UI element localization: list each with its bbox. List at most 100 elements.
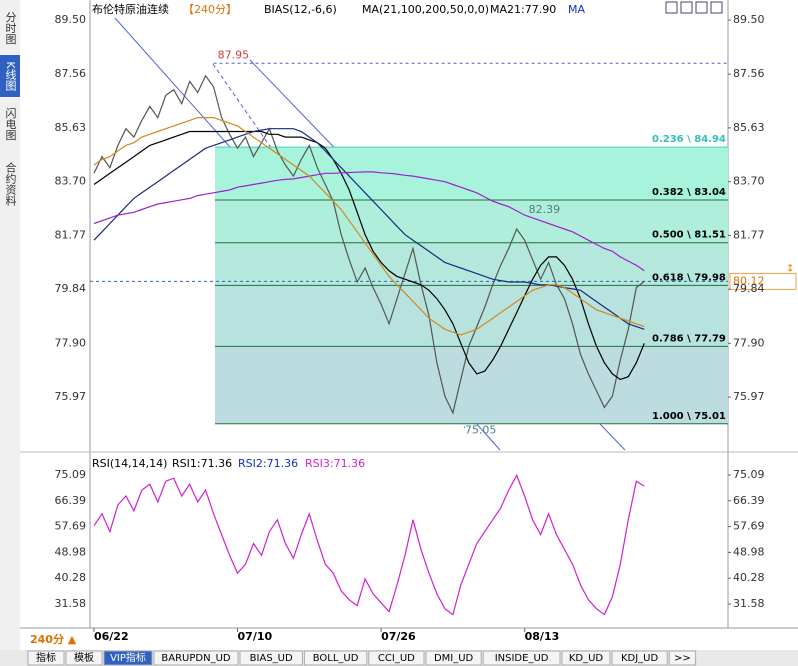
tool-icon[interactable] — [665, 1, 678, 14]
y-tick-label: 75.09 — [55, 468, 87, 481]
y-tick-label: 66.39 — [55, 494, 87, 507]
fib-label: 0.382 \ 83.04 — [652, 187, 726, 198]
annotation: 87.95 — [218, 48, 250, 61]
ma-more: MA — [568, 3, 585, 16]
title: 布伦特原油连续 — [92, 2, 169, 16]
rsi-title: RSI(14,14,14) — [92, 457, 167, 470]
y-tick-label: 40.28 — [733, 571, 765, 584]
tab[interactable] — [611, 650, 668, 666]
annotation: 82.39 — [529, 203, 561, 216]
x-tick-label: 08/13 — [525, 630, 560, 643]
x-tick-label: 06/22 — [94, 630, 129, 643]
y-tick-label: 83.70 — [733, 175, 765, 188]
annotation: 75.05 — [465, 424, 497, 437]
tab-label[interactable]: BOLL_UD — [313, 653, 359, 664]
sidebar-tab[interactable]: 合约资料 — [4, 161, 17, 207]
tab-label[interactable]: CCI_UD — [378, 653, 415, 664]
price-marker: ↕ — [786, 263, 794, 274]
y-tick-label: 85.63 — [733, 121, 765, 134]
legend: RSI3:71.36 — [305, 457, 365, 470]
x-tick-label: 07/10 — [238, 630, 273, 643]
y-tick-label: 85.63 — [55, 121, 87, 134]
y-tick-label: 77.90 — [733, 336, 765, 349]
series-line — [93, 130, 645, 381]
fib-zone — [215, 200, 728, 243]
y-tick-label: 66.39 — [733, 494, 765, 507]
tab[interactable] — [27, 650, 65, 666]
trend-line — [212, 63, 466, 429]
series-line — [93, 473, 645, 616]
y-tick-label: 75.09 — [733, 468, 765, 481]
y-tick-label: 57.69 — [733, 520, 765, 533]
series-line — [93, 117, 645, 336]
tab[interactable] — [368, 650, 425, 666]
tab[interactable] — [153, 650, 239, 666]
tab[interactable] — [561, 650, 611, 666]
series-line — [93, 171, 645, 272]
y-tick-label: 79.84 — [55, 282, 87, 295]
y-tick-label: 89.50 — [55, 13, 87, 26]
tab-label[interactable]: 模板 — [74, 651, 94, 664]
y-tick-label: 75.97 — [55, 390, 87, 403]
y-tick-label: 79.84 — [733, 282, 765, 295]
x-tick-label: 07/26 — [381, 630, 416, 643]
y-tick-label: 81.77 — [55, 228, 87, 241]
tab[interactable] — [425, 650, 482, 666]
y-tick-label: 89.50 — [733, 13, 765, 26]
y-tick-label: 40.28 — [55, 571, 87, 584]
tab-label[interactable]: BIAS_UD — [250, 653, 293, 664]
price-box — [729, 272, 797, 290]
tab-label[interactable]: DMI_UD — [434, 653, 474, 664]
bias: BIAS(12,-6,6) — [264, 3, 337, 16]
tool-icon[interactable] — [680, 1, 693, 14]
sidebar-bg — [0, 0, 20, 650]
y-tick-label: 87.56 — [733, 67, 765, 80]
tab-label[interactable]: 指标 — [36, 651, 56, 664]
fib-zone — [215, 242, 728, 286]
sidebar-tab[interactable]: K线图 — [4, 61, 17, 91]
tab[interactable] — [303, 650, 368, 666]
y-tick-label: 77.90 — [55, 336, 87, 349]
series-line — [93, 74, 645, 415]
ma: MA(21,100,200,50,0,0) — [362, 3, 489, 16]
sidebar-tab[interactable]: 分时图 — [4, 11, 17, 45]
legend: RSI1:71.36 — [172, 457, 232, 470]
fib-label: 0.618 \ 79.98 — [652, 272, 726, 283]
tab-label[interactable]: VIP指标 — [110, 651, 146, 664]
sidebar-tab[interactable]: 闪电图 — [4, 106, 17, 141]
tab-label[interactable]: KDJ_UD — [621, 653, 659, 664]
tool-icon[interactable] — [710, 1, 723, 14]
tab-label[interactable]: BARUPDN_UD — [161, 653, 230, 664]
fib-zone — [215, 285, 728, 347]
y-tick-label: 75.97 — [733, 390, 765, 403]
fib-label: 0.500 \ 81.51 — [652, 230, 726, 241]
tab[interactable] — [103, 650, 153, 666]
tool-icon[interactable] — [695, 1, 708, 14]
tab[interactable] — [668, 650, 697, 666]
tab-label[interactable]: >> — [674, 653, 691, 664]
fib-zone — [215, 346, 728, 424]
fib-label: 1.000 \ 75.01 — [652, 411, 726, 422]
y-tick-label: 31.58 — [55, 597, 87, 610]
y-tick-label: 87.56 — [55, 67, 87, 80]
y-tick-label: 31.58 — [733, 597, 765, 610]
ma21: MA21:77.90 — [490, 3, 556, 16]
current-price: 80.12 — [733, 274, 765, 287]
tab[interactable] — [482, 650, 561, 666]
fib-label: 0.236 \ 84.94 — [652, 134, 726, 145]
period: 【240分】 — [183, 3, 237, 16]
tab[interactable] — [65, 650, 103, 666]
tab[interactable] — [239, 650, 303, 666]
toolbar — [665, 1, 723, 14]
tab-label[interactable]: INSIDE_UD — [495, 653, 549, 664]
y-tick-label: 83.70 — [55, 175, 87, 188]
tab-label[interactable]: KD_UD — [569, 653, 604, 664]
series-line — [93, 128, 645, 330]
y-tick-label: 57.69 — [55, 520, 87, 533]
legend: RSI2:71.36 — [238, 457, 298, 470]
period-selector[interactable]: 240分 ▲ — [30, 632, 77, 646]
fib-label: 0.786 \ 77.79 — [652, 333, 726, 344]
y-tick-label: 48.98 — [733, 545, 765, 558]
